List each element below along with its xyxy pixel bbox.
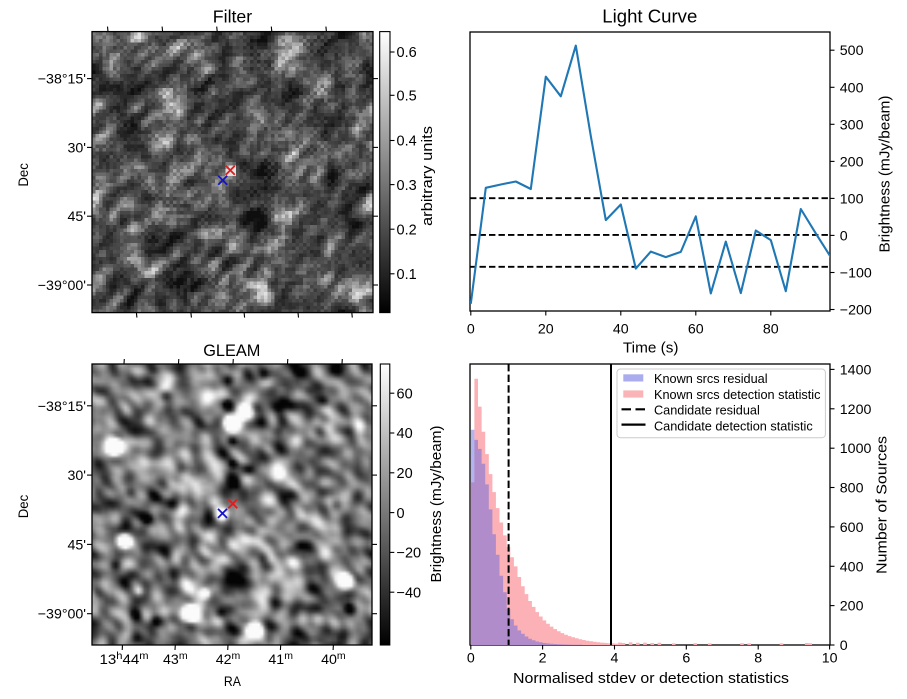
svg-text:GLEAM: GLEAM [203, 341, 260, 360]
svg-text:Brightness (mJy/beam): Brightness (mJy/beam) [877, 96, 894, 253]
svg-text:Light Curve: Light Curve [602, 7, 697, 27]
svg-text:45': 45' [68, 209, 87, 225]
svg-text:1200: 1200 [840, 402, 872, 418]
svg-text:500: 500 [840, 43, 864, 59]
svg-text:−38°15': −38°15' [38, 399, 86, 415]
svg-text:80: 80 [763, 321, 779, 337]
svg-text:−100: −100 [840, 266, 872, 282]
svg-text:0.5: 0.5 [397, 89, 417, 105]
svg-text:60: 60 [688, 321, 704, 337]
svg-text:−40: −40 [397, 585, 422, 601]
svg-text:30': 30' [68, 140, 87, 156]
svg-text:Number of Sources: Number of Sources [874, 436, 891, 574]
svg-text:0: 0 [840, 638, 848, 654]
svg-text:43m: 43m [163, 650, 188, 668]
svg-text:−38°15': −38°15' [38, 72, 86, 88]
svg-text:2: 2 [539, 651, 547, 667]
svg-text:200: 200 [840, 154, 864, 170]
svg-text:42m: 42m [216, 650, 241, 668]
svg-text:Dec: Dec [16, 163, 32, 187]
svg-text:Time (s): Time (s) [623, 340, 679, 357]
svg-text:1000: 1000 [840, 441, 872, 457]
svg-text:Known srcs residual: Known srcs residual [654, 372, 768, 386]
svg-text:20: 20 [397, 466, 413, 482]
svg-text:300: 300 [840, 117, 864, 133]
svg-text:Dec: Dec [16, 495, 32, 519]
svg-text:Normalised stdev or detection: Normalised stdev or detection statistics [513, 670, 789, 687]
svg-text:6: 6 [682, 651, 690, 667]
svg-text:RA: RA [224, 674, 241, 690]
svg-text:40m: 40m [321, 650, 346, 668]
svg-text:600: 600 [840, 520, 864, 536]
svg-text:0.2: 0.2 [397, 222, 417, 238]
svg-text:8: 8 [754, 651, 762, 667]
svg-text:400: 400 [840, 559, 864, 575]
svg-text:200: 200 [840, 599, 864, 615]
svg-text:0: 0 [467, 321, 475, 337]
svg-text:−39°00': −39°00' [38, 278, 86, 294]
svg-text:Filter: Filter [213, 7, 253, 27]
svg-text:−20: −20 [397, 546, 422, 562]
svg-text:−200: −200 [840, 303, 872, 319]
svg-text:100: 100 [840, 191, 864, 207]
svg-text:800: 800 [840, 481, 864, 497]
svg-text:400: 400 [840, 80, 864, 96]
svg-text:0: 0 [840, 228, 848, 244]
svg-text:45': 45' [68, 537, 87, 553]
svg-text:Known srcs detection statistic: Known srcs detection statistic [654, 388, 821, 402]
svg-text:Candidate detection statistic: Candidate detection statistic [654, 420, 813, 434]
svg-text:Brightness (mJy/beam): Brightness (mJy/beam) [428, 426, 445, 583]
svg-text:4: 4 [611, 651, 619, 667]
svg-text:30': 30' [68, 468, 87, 484]
svg-text:13h44m: 13h44m [100, 650, 149, 668]
svg-text:0: 0 [467, 651, 475, 667]
svg-text:10: 10 [822, 651, 838, 667]
svg-text:41m: 41m [268, 650, 293, 668]
svg-text:40: 40 [397, 426, 413, 442]
svg-text:60: 60 [397, 386, 413, 402]
svg-text:0.6: 0.6 [397, 45, 417, 61]
svg-text:0.4: 0.4 [397, 134, 417, 150]
svg-text:−39°00': −39°00' [38, 607, 86, 623]
svg-text:arbitrary units: arbitrary units [419, 126, 436, 226]
svg-text:0: 0 [397, 506, 405, 522]
svg-text:0.1: 0.1 [397, 267, 417, 283]
svg-text:0.3: 0.3 [397, 178, 417, 194]
svg-text:1400: 1400 [840, 362, 872, 378]
svg-text:40: 40 [613, 321, 629, 337]
svg-text:Candidate residual: Candidate residual [654, 404, 760, 418]
svg-text:20: 20 [538, 321, 554, 337]
